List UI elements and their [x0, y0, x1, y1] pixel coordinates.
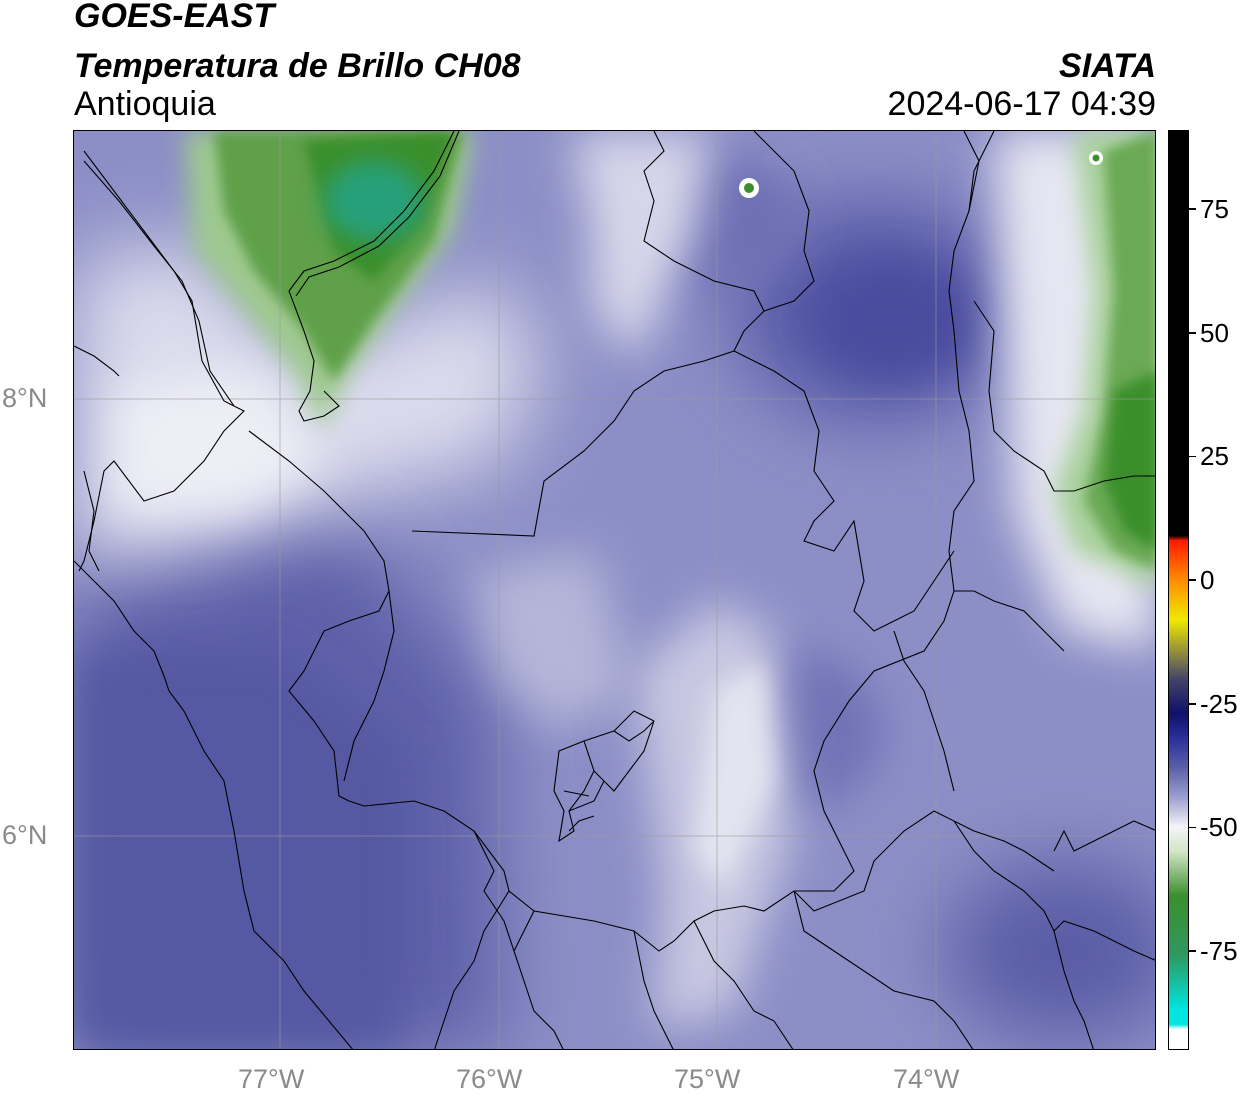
colorbar-tick-label: 75	[1200, 194, 1229, 225]
colorbar-tick-label: 50	[1200, 317, 1229, 348]
lat-label-8n: 8°N	[2, 383, 48, 413]
timestamp-title: 2024-06-17 04:39	[887, 85, 1156, 123]
lon-label-75w: 75°W	[674, 1064, 741, 1094]
satellite-title: GOES-EAST	[74, 0, 275, 35]
product-title: Temperatura de Brillo CH08	[74, 47, 521, 85]
colorbar-tick-label: -75	[1200, 936, 1238, 967]
colorbar-tick	[1189, 455, 1196, 458]
colorbar-tick	[1189, 579, 1196, 581]
brightness-temperature-map	[74, 131, 1155, 1049]
colorbar-tick	[1189, 208, 1196, 210]
map-panel	[73, 130, 1156, 1050]
colorbar	[1168, 130, 1189, 1050]
colorbar-tick	[1189, 950, 1196, 952]
colorbar-tick	[1189, 332, 1196, 334]
colorbar-tick	[1189, 703, 1196, 705]
lon-label-76w: 76°W	[456, 1064, 523, 1094]
colorbar-tick	[1189, 826, 1196, 829]
organization-title: SIATA	[1059, 47, 1156, 85]
graticule	[74, 131, 1155, 1049]
lon-label-74w: 74°W	[893, 1064, 960, 1094]
lon-label-77w: 77°W	[238, 1064, 305, 1094]
colorbar-tick-label: -25	[1200, 688, 1238, 719]
boundaries	[74, 131, 1155, 1049]
colorbar-tick-label: 0	[1200, 565, 1215, 596]
region-title: Antioquia	[74, 85, 216, 123]
colorbar-tick-label: 25	[1200, 441, 1229, 472]
lat-label-6n: 6°N	[2, 820, 48, 850]
colorbar-tick-label: -50	[1200, 812, 1238, 843]
